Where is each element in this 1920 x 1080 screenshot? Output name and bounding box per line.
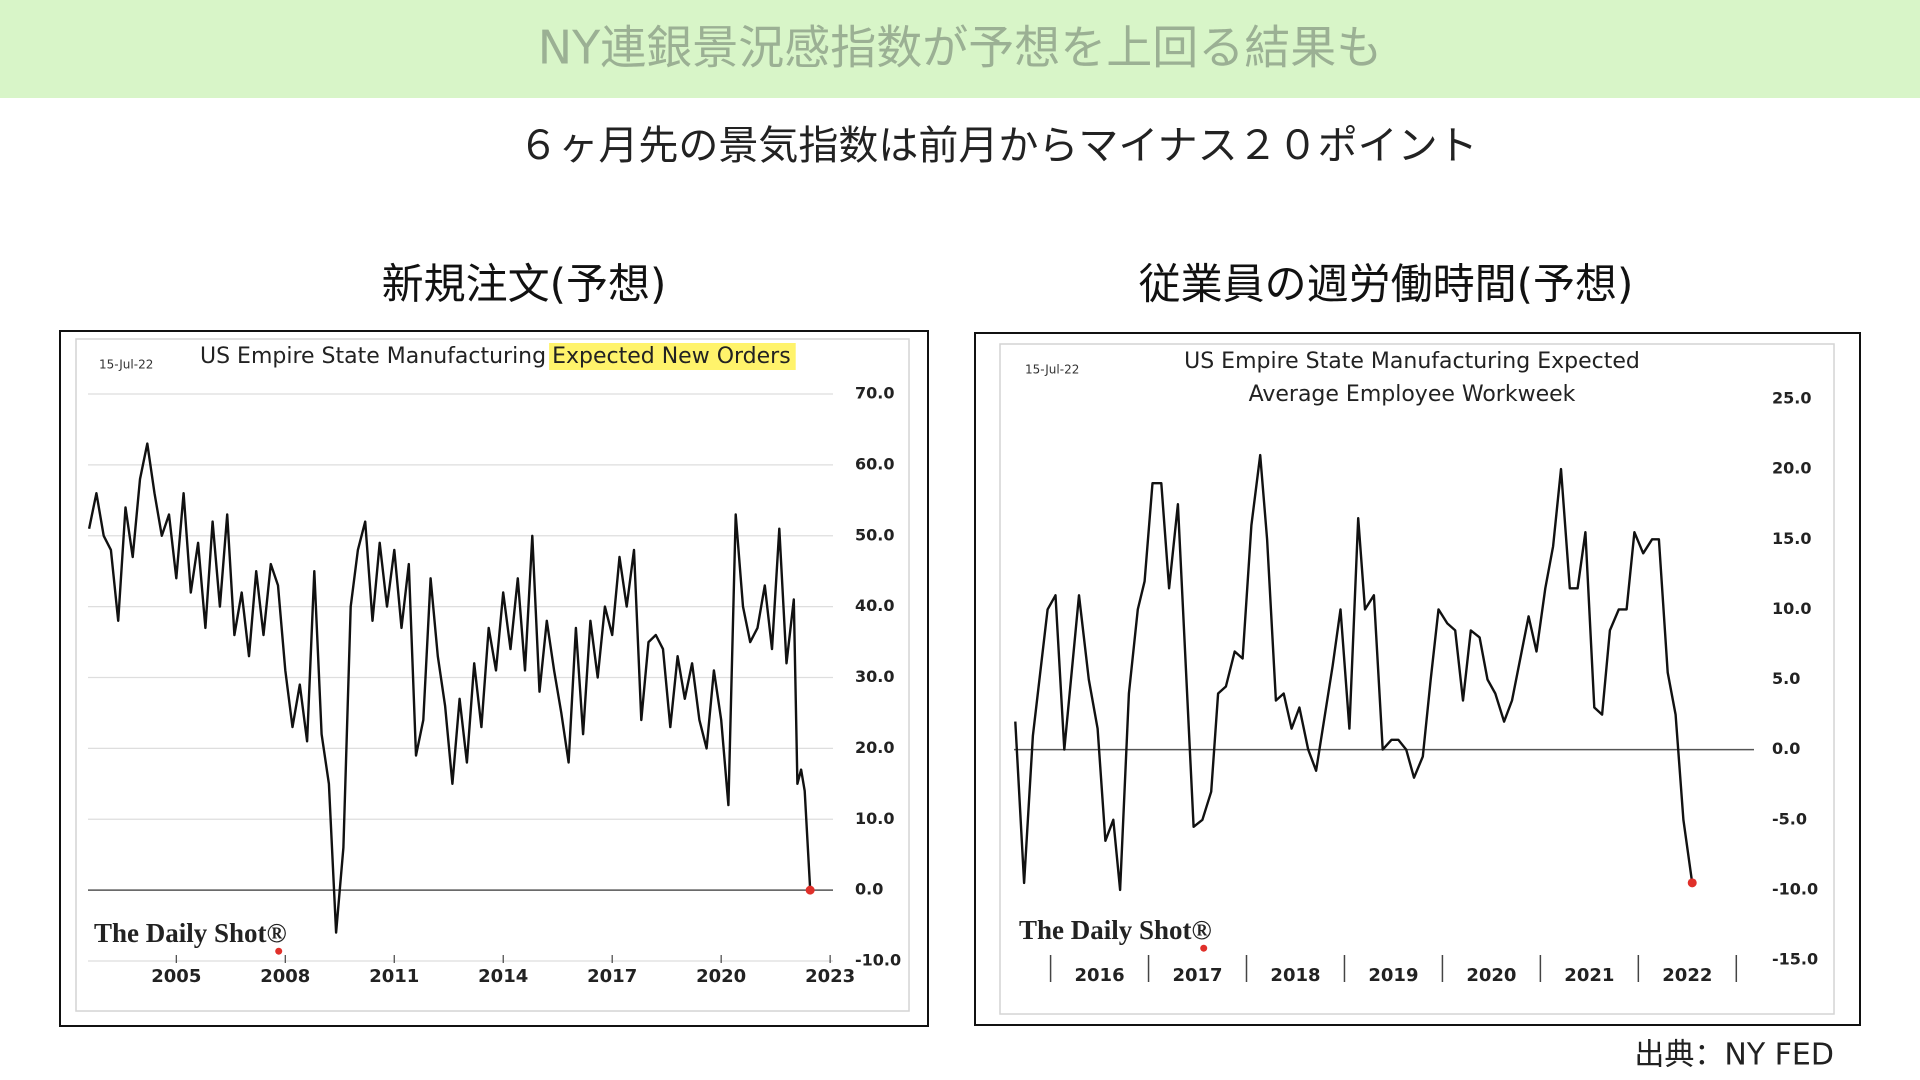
x-tick-label: 2022 (1662, 965, 1712, 986)
y-tick-label: 15.0 (1772, 529, 1811, 548)
title-background (1174, 349, 1650, 374)
x-tick-label: 2017 (587, 966, 637, 987)
x-tick-label: 2020 (1466, 965, 1516, 986)
x-tick-label: 2016 (1075, 965, 1125, 986)
watermark: The Daily Shot® (1019, 915, 1212, 945)
data-line (87, 442, 812, 934)
last-point-marker (805, 885, 815, 895)
x-tick-label: 2018 (1270, 965, 1320, 986)
y-tick-label: 70.0 (855, 384, 894, 403)
chart-heading: 従業員の週労働時間(予想) (1139, 260, 1634, 309)
x-tick-label: 2017 (1172, 965, 1222, 986)
chart-inner-frame (75, 338, 910, 1012)
x-tick-label: 2019 (1368, 965, 1418, 986)
header-band (0, 0, 1920, 98)
y-tick-label: 40.0 (855, 596, 894, 615)
y-tick-label: -15.0 (1772, 950, 1818, 969)
chart-panel: 従業員の週労働時間(予想) -15.0 -10.0 -5.0 0.0 5.0 10.0 15.… (974, 260, 1861, 1026)
header-title: NY連銀景況感指数が予想を上回る結果も (538, 21, 1383, 75)
y-tick-label: 5.0 (1772, 669, 1800, 688)
data-line (1014, 453, 1694, 892)
y-tick-label: 30.0 (855, 667, 894, 686)
chart-heading: 新規注文(予想) (382, 260, 667, 309)
title-highlight (549, 343, 796, 370)
watermark-dot (1200, 944, 1208, 952)
y-tick-label: 10.0 (1772, 599, 1811, 618)
title-background (1238, 382, 1586, 407)
x-tick-label: 2014 (478, 966, 528, 987)
watermark-dot (275, 947, 283, 955)
x-tick-label: 2021 (1564, 965, 1614, 986)
x-tick-label: 2020 (696, 966, 746, 987)
y-tick-label: -5.0 (1772, 809, 1807, 828)
y-tick-label: -10.0 (855, 951, 901, 970)
chart-title-highlight: Expected New Orders (552, 344, 791, 369)
y-tick-label: 50.0 (855, 525, 894, 544)
y-tick-label: 25.0 (1772, 389, 1811, 408)
y-tick-label: 0.0 (1772, 739, 1800, 758)
y-tick-label: 0.0 (855, 880, 883, 899)
x-tick-label: 2011 (369, 966, 419, 987)
x-tick-label: 2023 (805, 966, 855, 987)
x-tick-label: 2005 (151, 966, 201, 987)
y-tick-label: -10.0 (1772, 879, 1818, 898)
y-tick-label: 20.0 (855, 738, 894, 757)
chart-title: Average Employee Workweek (1249, 382, 1576, 407)
chart-inner-frame (999, 343, 1835, 1015)
chart-title: US Empire State Manufacturing Expected (1184, 349, 1640, 374)
date-label: 15-Jul-22 (99, 358, 153, 372)
chart-panel: 新規注文(予想) -10.0 0.0 10.0 20.0 30.0 40.0 50.0 60.0… (59, 260, 929, 1027)
y-tick-label: 60.0 (855, 454, 894, 473)
y-tick-label: 10.0 (855, 809, 894, 828)
date-label: 15-Jul-22 (1025, 363, 1079, 377)
last-point-marker (1687, 878, 1697, 888)
watermark: The Daily Shot® (94, 918, 287, 948)
source: 出典：NY FED (1634, 1038, 1834, 1073)
x-tick-label: 2008 (260, 966, 310, 987)
chart-title: US Empire State Manufacturing (200, 344, 546, 369)
y-tick-label: 20.0 (1772, 459, 1811, 478)
subtitle: ６ヶ月先の景気指数は前月からマイナス２０ポイント (518, 123, 1477, 169)
